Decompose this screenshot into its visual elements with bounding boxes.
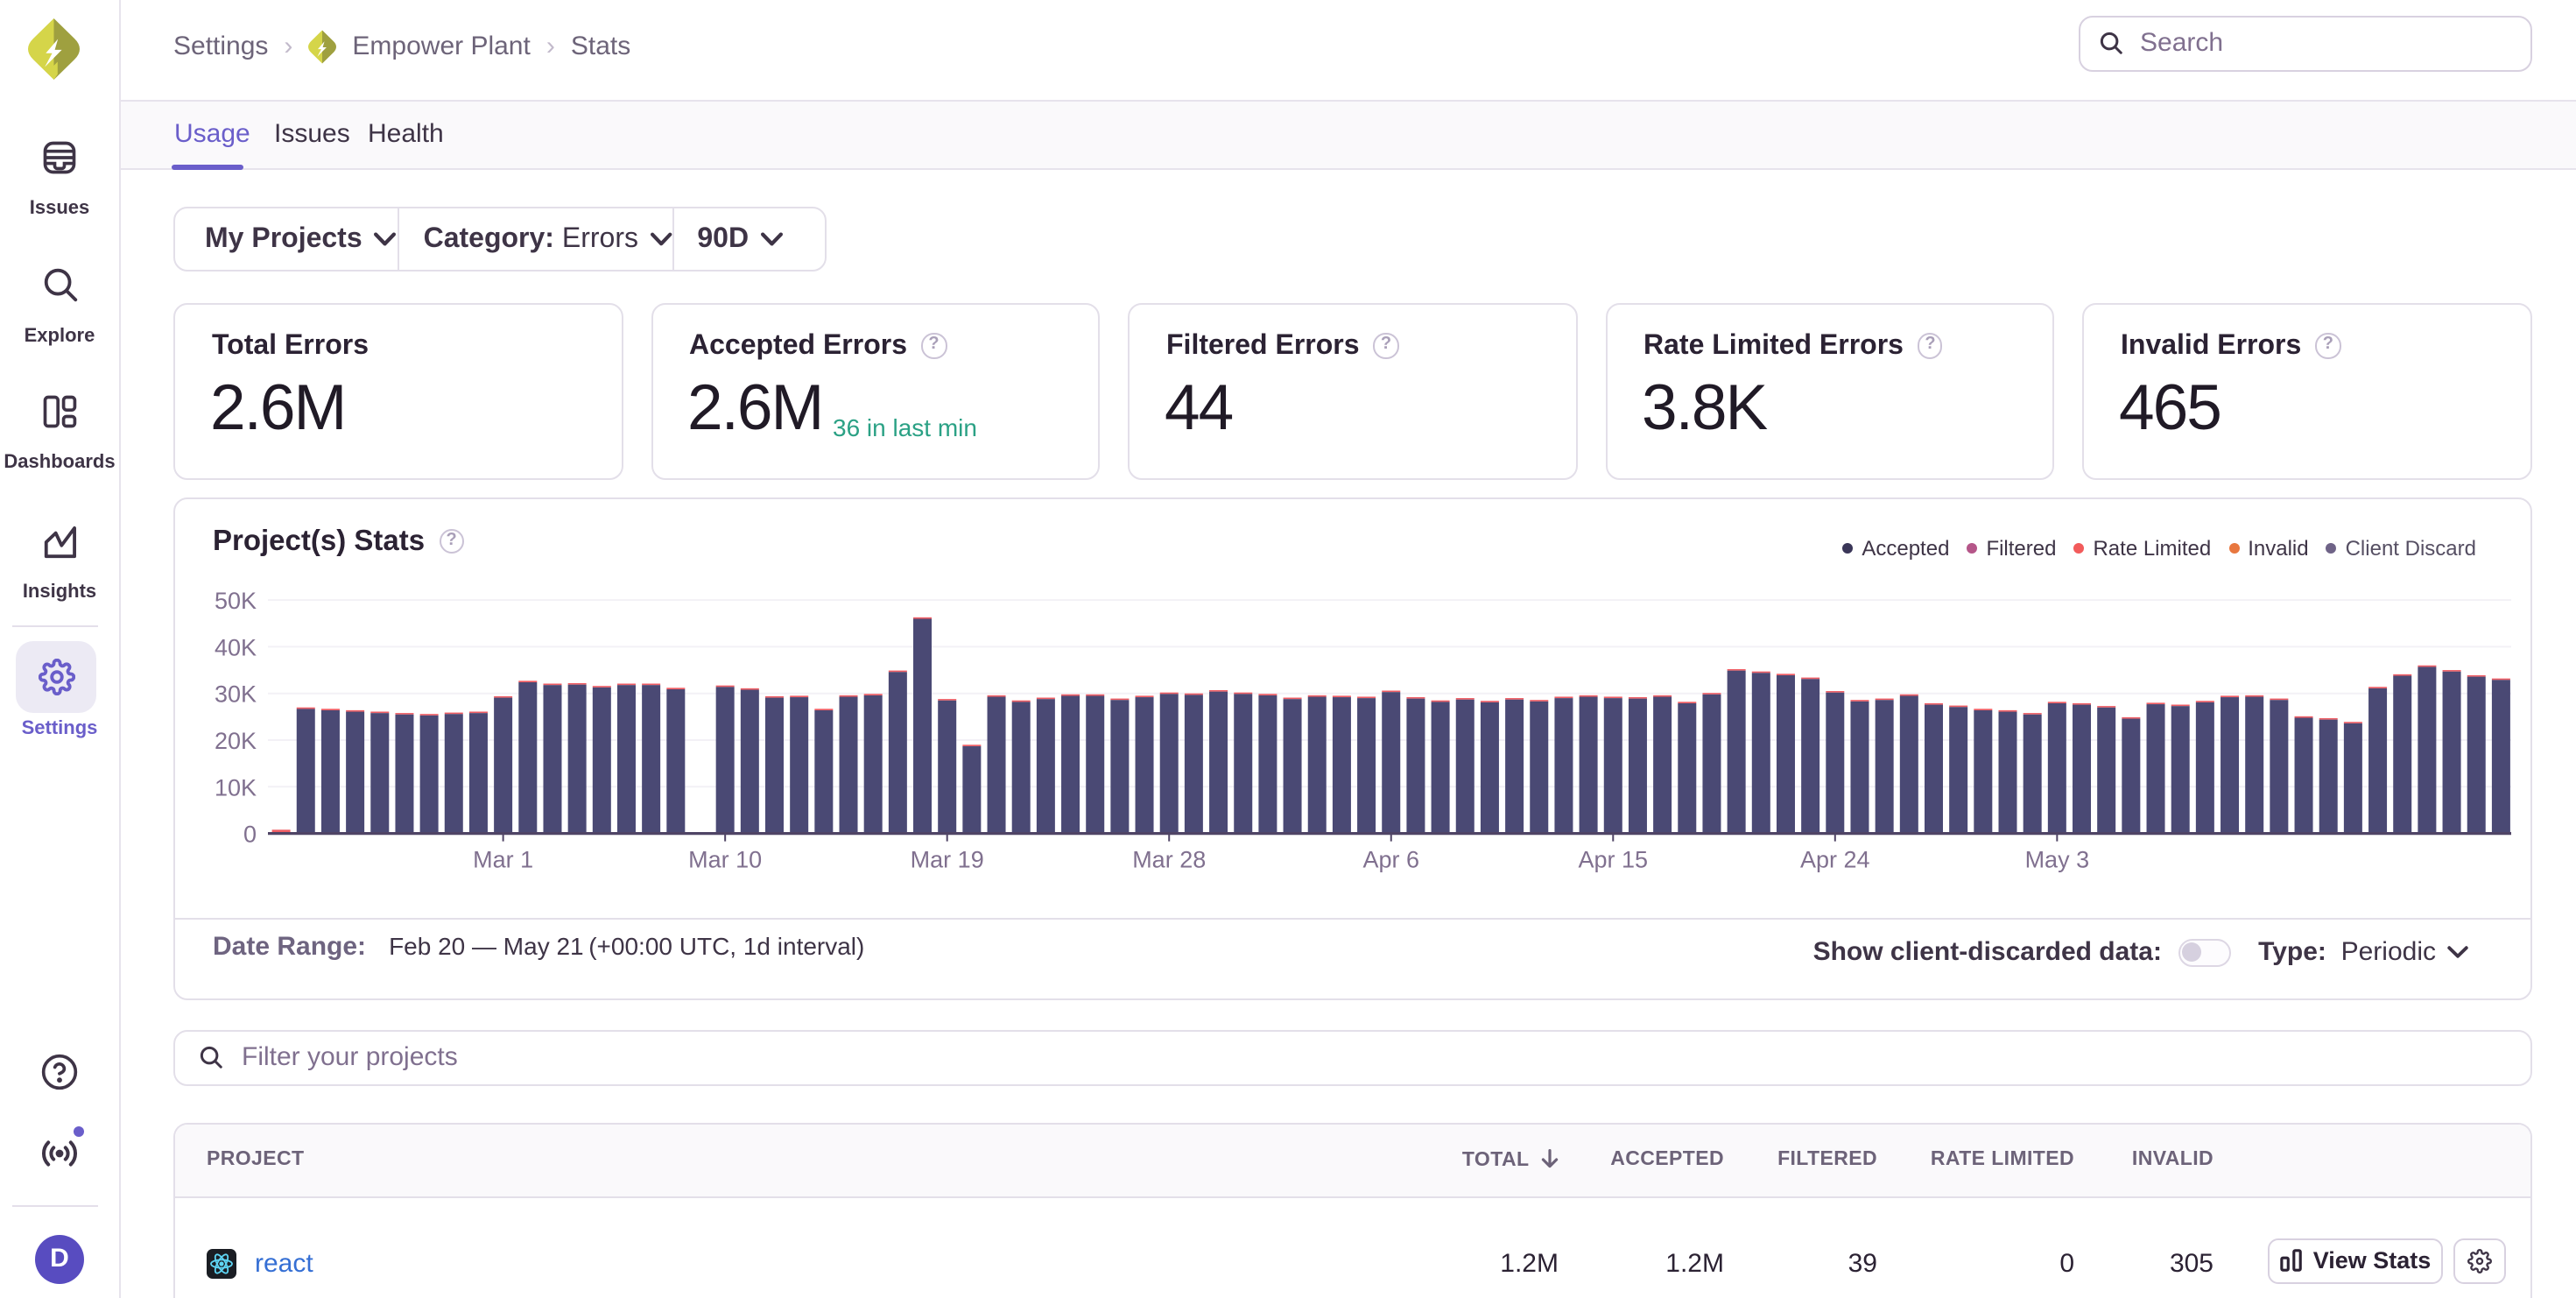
svg-text:40K: 40K [215, 633, 257, 660]
svg-text:Apr 15: Apr 15 [1578, 846, 1648, 872]
svg-text:30K: 30K [215, 681, 257, 707]
svg-text:10K: 10K [215, 773, 257, 800]
svg-text:Mar 28: Mar 28 [1132, 846, 1206, 872]
svg-text:Mar 1: Mar 1 [473, 846, 533, 872]
svg-text:Apr 6: Apr 6 [1362, 846, 1419, 872]
svg-text:20K: 20K [215, 727, 257, 753]
svg-text:Mar 19: Mar 19 [911, 846, 984, 872]
svg-text:Mar 10: Mar 10 [688, 846, 762, 872]
svg-text:0: 0 [243, 821, 257, 847]
svg-text:May 3: May 3 [2025, 846, 2090, 872]
svg-text:Apr 24: Apr 24 [1800, 846, 1870, 872]
svg-text:50K: 50K [215, 587, 257, 613]
